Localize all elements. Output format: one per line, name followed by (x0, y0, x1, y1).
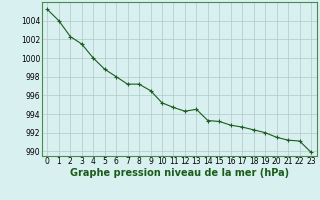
X-axis label: Graphe pression niveau de la mer (hPa): Graphe pression niveau de la mer (hPa) (70, 168, 289, 178)
